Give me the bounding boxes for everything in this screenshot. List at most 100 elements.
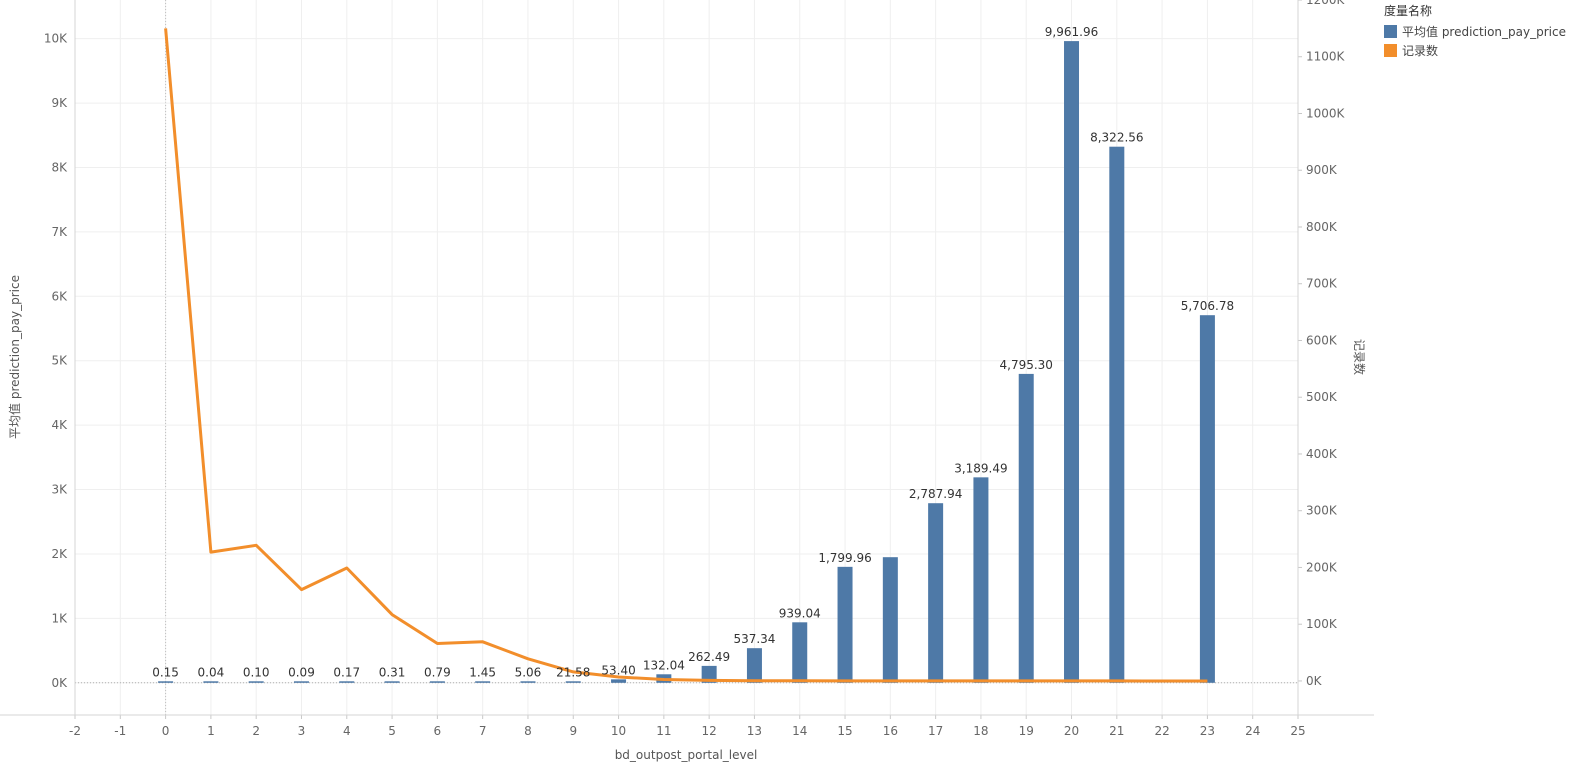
bar-value-label: 1,799.96 [818,551,871,565]
legend-swatch [1384,44,1397,57]
x-tick-label: 16 [883,724,898,738]
line-series [164,28,1208,683]
bar-value-label: 0.17 [333,665,360,679]
bar [158,681,174,683]
legend-item-record-count[interactable]: 记录数 [1384,41,1574,60]
bar [520,681,536,683]
bar [973,477,989,683]
bar-value-label: 21.58 [556,665,590,679]
bar [293,681,309,683]
x-tick-label: 18 [973,724,988,738]
legend-label: 平均值 prediction_pay_price [1402,25,1566,39]
x-tick-label: 2 [252,724,260,738]
y2-tick-label: 500K [1306,390,1338,404]
bar-value-label: 8,322.56 [1090,131,1143,145]
x-tick-label: 4 [343,724,351,738]
x-tick-label: 25 [1290,724,1305,738]
y2-tick-label: 400K [1306,447,1338,461]
y2-axis-title: 记录数 [1352,339,1367,375]
x-tick-label: 9 [569,724,577,738]
y2-tick-label: 1200K [1306,0,1346,7]
y-tick-label: 5K [51,354,68,368]
bar [475,681,491,683]
bar [339,681,355,683]
bar-value-label: 0.09 [288,665,315,679]
bar [928,503,944,683]
bar-value-label: 2,787.94 [909,487,962,501]
bar-value-label: 0.10 [243,665,270,679]
y-tick-label: 2K [51,547,68,561]
bar [203,681,219,683]
bar [248,681,264,683]
bar-value-label: 0.15 [152,665,179,679]
bar-value-label: 939.04 [779,606,821,620]
x-tick-label: 3 [298,724,306,738]
y-tick-label: 6K [51,289,68,303]
bar [701,665,717,683]
y2-tick-label: 0K [1306,674,1323,688]
y-tick-label: 10K [44,32,68,46]
x-tick-label: 13 [747,724,762,738]
bar-value-label: 262.49 [688,650,730,664]
x-axis-title: bd_outpost_portal_level [615,748,758,762]
x-tick-label: 14 [792,724,807,738]
bar-value-label: 1.45 [469,665,496,679]
y2-tick-label: 700K [1306,277,1338,291]
bar [1018,373,1034,683]
legend-item-avg-price[interactable]: 平均值 prediction_pay_price [1384,22,1574,41]
bar [611,679,627,683]
bar-value-label: 4,795.30 [1000,358,1053,372]
x-tick-label: 17 [928,724,943,738]
bar [429,681,445,683]
y-tick-label: 1K [51,611,68,625]
y2-tick-label: 100K [1306,617,1338,631]
x-tick-label: 12 [702,724,717,738]
y-tick-label: 0K [51,676,68,690]
x-tick-label: 7 [479,724,487,738]
legend-title: 度量名称 [1384,4,1433,18]
x-tick-label: 19 [1019,724,1034,738]
bar [746,648,762,683]
bar [1199,315,1215,683]
y2-tick-label: 200K [1306,560,1338,574]
bar [837,566,853,683]
y2-tick-label: 800K [1306,220,1338,234]
x-tick-label: 20 [1064,724,1079,738]
x-tick-label: -1 [114,724,126,738]
axes: -2 -1 0 1 2 3 4 5 6 7 8 9 10 11 12 13 14 15 16 17 18 19 20 21 22… [0,0,1374,738]
x-tick-label: 24 [1245,724,1260,738]
x-tick-label: -2 [69,724,81,738]
y2-tick-label: 900K [1306,163,1338,177]
y2-tick-label: 1000K [1306,106,1346,120]
bar-value-label: 5,706.78 [1181,299,1234,313]
x-tick-label: 22 [1154,724,1169,738]
x-tick-label: 5 [388,724,396,738]
bar-value-label: 132.04 [643,658,685,672]
y2-tick-label: 600K [1306,333,1338,347]
bar-value-label: 0.79 [424,665,451,679]
x-tick-label: 6 [434,724,442,738]
y-tick-label: 7K [51,225,68,239]
x-tick-label: 15 [837,724,852,738]
y-axis-title: 平均值 prediction_pay_price [7,275,22,439]
x-tick-label: 10 [611,724,626,738]
x-tick-label: 1 [207,724,215,738]
record-count-line [164,28,1208,683]
y-tick-label: 4K [51,418,68,432]
y-tick-label: 8K [51,160,68,174]
bar [882,557,898,683]
x-tick-label: 21 [1109,724,1124,738]
bar-value-label: 537.34 [733,632,775,646]
legend-label: 记录数 [1402,44,1439,58]
bar-value-label: 3,189.49 [954,461,1007,475]
x-tick-label: 11 [656,724,671,738]
bar-value-label: 0.04 [198,665,225,679]
y2-tick-label: 1100K [1306,50,1346,64]
legend-swatch [1384,25,1397,38]
y2-tick-label: 300K [1306,504,1338,518]
x-tick-label: 23 [1200,724,1215,738]
y-tick-label: 9K [51,96,68,110]
bar [565,681,581,683]
y-tick-label: 3K [51,483,68,497]
